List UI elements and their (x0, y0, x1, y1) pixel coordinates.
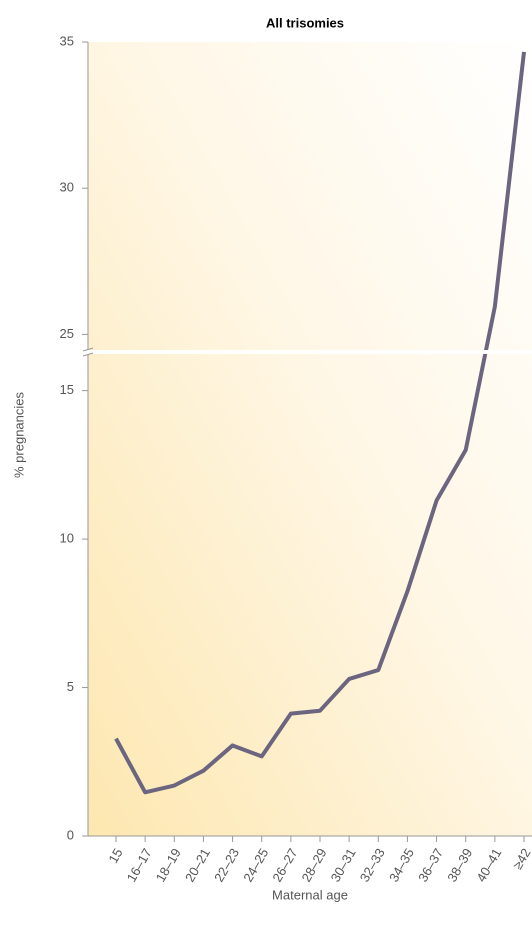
x-tick-label: 28–29 (299, 846, 330, 885)
data-line (114, 51, 526, 795)
y-tick-label: 35 (60, 33, 74, 48)
x-tick-label: 26–27 (269, 846, 300, 885)
x-tick-label: 20–21 (182, 846, 213, 885)
y-axis-label: % pregnancies (11, 392, 26, 478)
plot-background (88, 42, 532, 836)
y-tick-label: 0 (67, 827, 74, 842)
y-tick-label: 25 (60, 326, 74, 341)
x-tick-label: 38–39 (444, 846, 475, 885)
x-tick-label: 34–35 (386, 846, 417, 885)
break-mark (82, 347, 94, 352)
axis-break (80, 350, 532, 354)
y-tick-label: 15 (60, 382, 74, 397)
x-tick-label: ≥42 (510, 846, 532, 872)
x-tick-label: 36–37 (415, 846, 446, 885)
x-tick-label: 18–19 (153, 846, 184, 885)
y-tick-label: 10 (60, 531, 74, 546)
x-tick-label: 16–17 (124, 846, 155, 885)
chart-title: All trisomies (266, 15, 344, 30)
x-tick-label: 15 (105, 846, 125, 866)
x-tick-label: 22–23 (211, 846, 242, 885)
x-tick-label: 24–25 (240, 846, 271, 885)
x-tick-label: 32–33 (357, 846, 388, 885)
break-mark (82, 352, 94, 357)
x-axis-label: Maternal age (272, 887, 348, 902)
y-tick-label: 5 (67, 679, 74, 694)
x-tick-label: 40–41 (473, 846, 504, 885)
x-tick-label: 30–31 (328, 846, 359, 885)
y-tick-label: 30 (60, 180, 74, 195)
